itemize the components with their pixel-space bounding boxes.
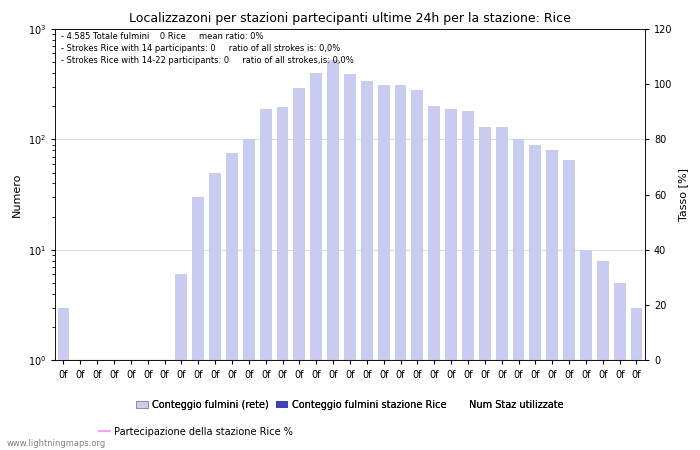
Bar xyxy=(614,283,626,450)
Bar xyxy=(91,360,103,450)
Bar xyxy=(428,106,440,450)
Bar xyxy=(412,90,424,450)
Bar xyxy=(496,127,508,450)
Bar xyxy=(243,140,255,450)
Bar xyxy=(479,127,491,450)
Bar xyxy=(631,308,643,450)
Bar xyxy=(361,81,372,450)
Legend: Partecipazione della stazione Rice %: Partecipazione della stazione Rice % xyxy=(95,423,297,441)
Bar xyxy=(142,360,153,450)
Bar xyxy=(176,274,188,450)
Bar xyxy=(546,150,558,450)
Title: Localizzazoni per stazioni partecipanti ultime 24h per la stazione: Rice: Localizzazoni per stazioni partecipanti … xyxy=(129,12,571,25)
Bar xyxy=(378,85,390,450)
Bar xyxy=(276,108,288,450)
Bar xyxy=(293,88,305,450)
Bar xyxy=(597,261,609,450)
Bar xyxy=(260,108,272,450)
Bar xyxy=(327,60,339,450)
Bar xyxy=(159,360,170,450)
Bar xyxy=(74,360,86,450)
Bar xyxy=(512,140,524,450)
Bar xyxy=(462,111,474,450)
Bar xyxy=(580,250,592,450)
Bar xyxy=(108,360,120,450)
Y-axis label: Tasso [%]: Tasso [%] xyxy=(678,168,688,221)
Bar xyxy=(57,308,69,450)
Y-axis label: Numero: Numero xyxy=(12,172,22,217)
Bar xyxy=(125,360,136,450)
Legend: Conteggio fulmini (rete), Conteggio fulmini stazione Rice, Num Staz utilizzate: Conteggio fulmini (rete), Conteggio fulm… xyxy=(132,396,568,414)
Bar xyxy=(564,160,575,450)
Bar xyxy=(344,74,356,450)
Text: www.lightningmaps.org: www.lightningmaps.org xyxy=(7,439,106,448)
Text: - 4.585 Totale fulmini    0 Rice     mean ratio: 0%
- Strokes Rice with 14 parti: - 4.585 Totale fulmini 0 Rice mean ratio… xyxy=(61,32,354,65)
Bar xyxy=(445,108,457,450)
Bar xyxy=(395,85,407,450)
Bar xyxy=(209,173,221,450)
Bar xyxy=(193,197,204,450)
Bar xyxy=(529,144,541,450)
Bar xyxy=(226,153,238,450)
Bar xyxy=(310,73,322,450)
